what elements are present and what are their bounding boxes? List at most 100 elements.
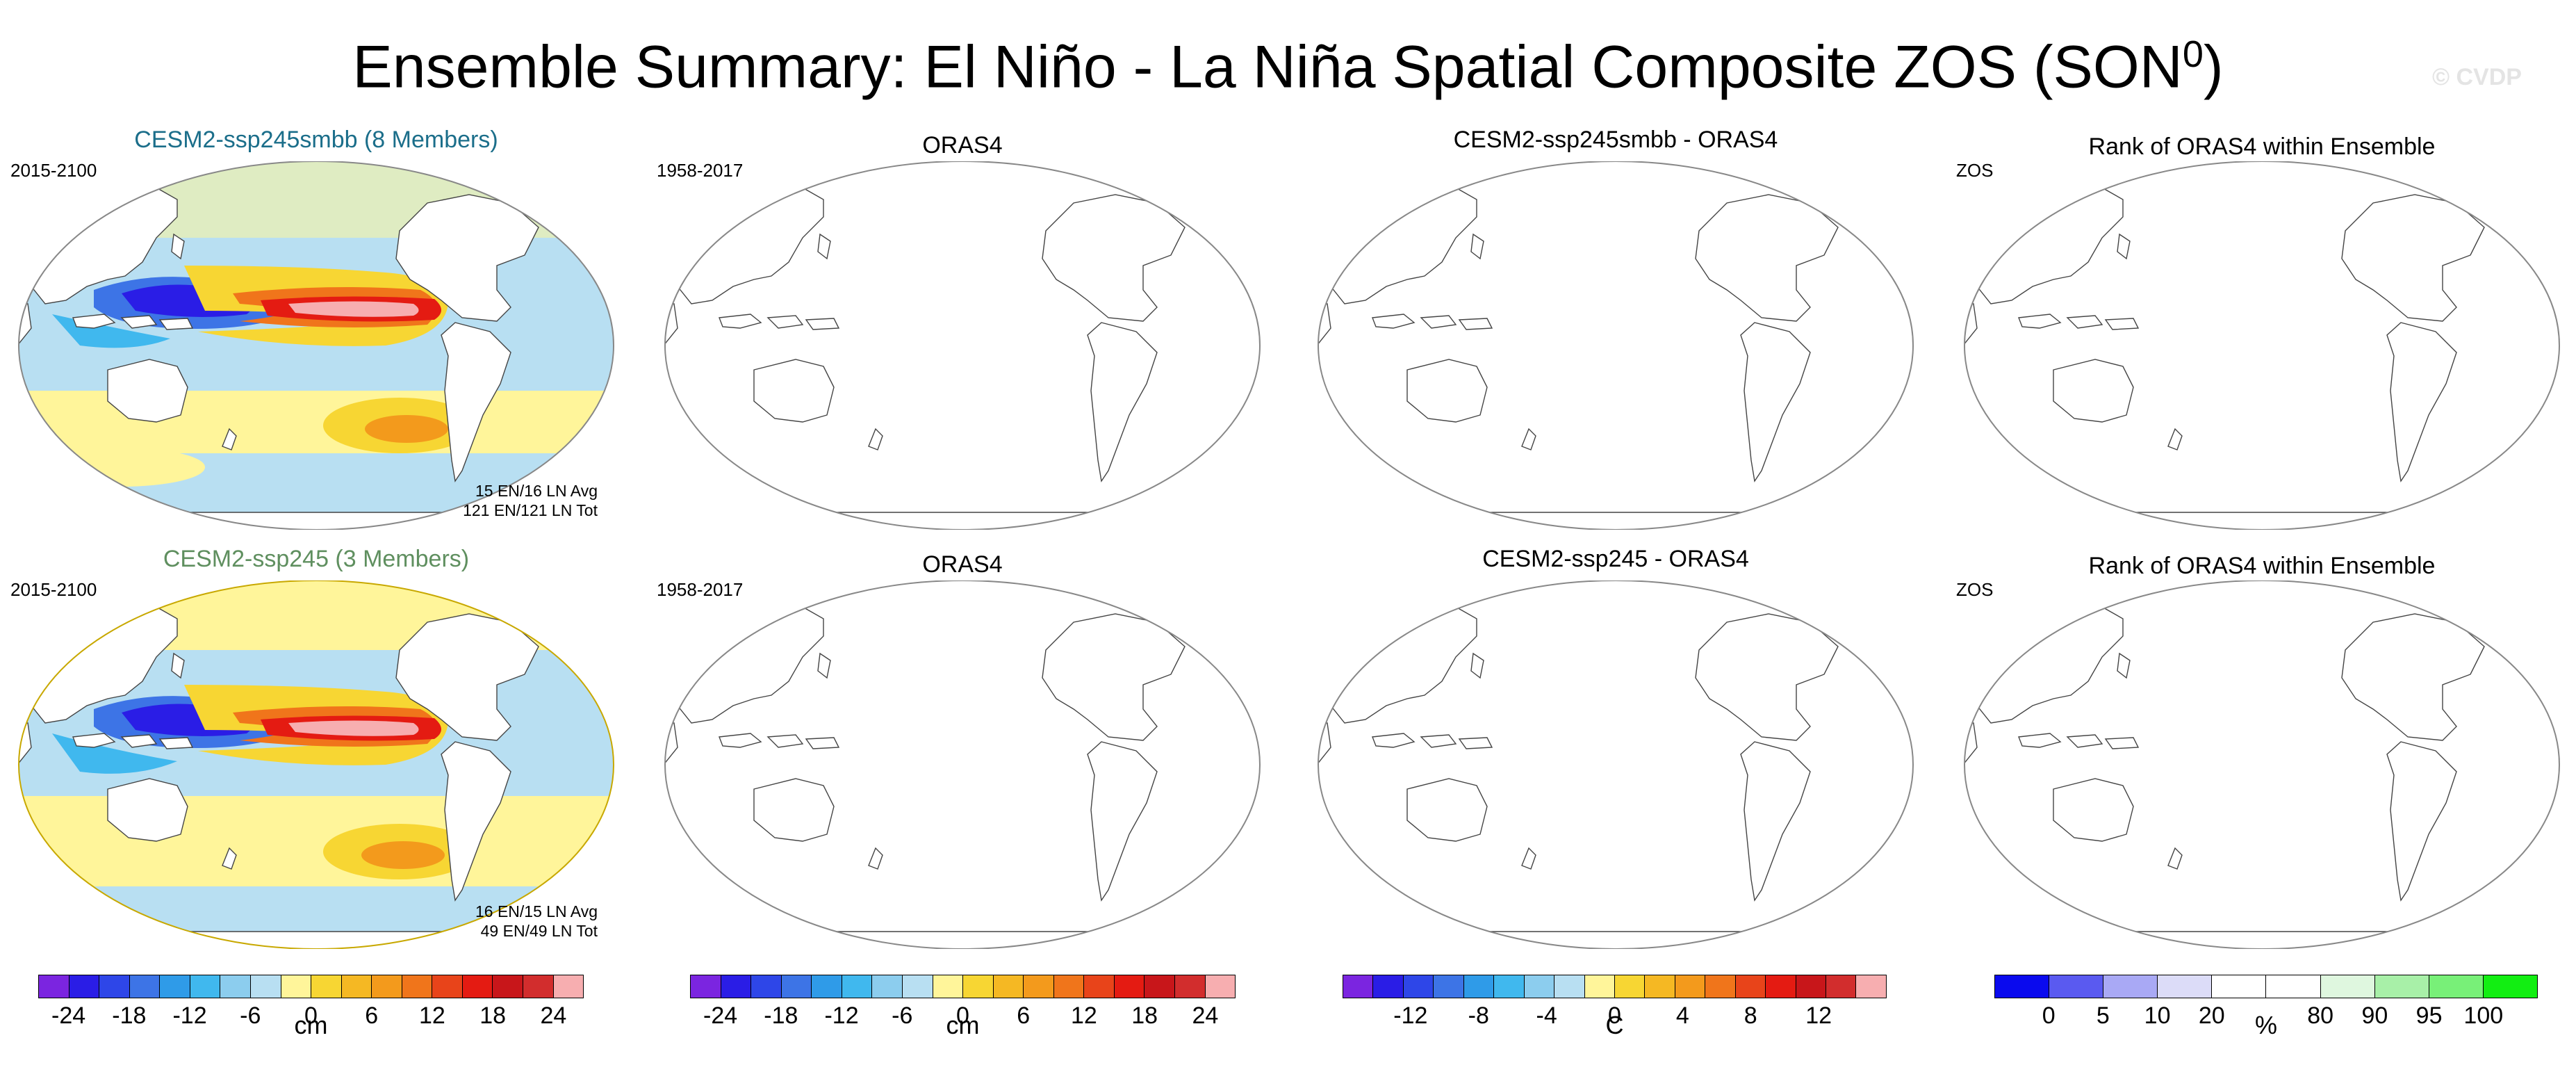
colorbar-tick-label: -4: [1536, 1002, 1557, 1029]
colorbar-swatch: [1524, 975, 1555, 998]
panel-title: CESM2-ssp245 (3 Members): [163, 546, 470, 572]
event-counts: 15 EN/16 LN Avg 121 EN/121 LN Tot: [463, 482, 598, 519]
colorbar-swatch: [39, 975, 69, 998]
colorbar-tick-label: 8: [1744, 1002, 1757, 1029]
colorbar-tick-label: 18: [479, 1002, 507, 1029]
variable-label: ZOS: [1956, 579, 1994, 600]
colorbar-tick-label: -6: [892, 1002, 913, 1029]
colorbar-swatch: [432, 975, 463, 998]
colorbar-swatch: [933, 975, 964, 998]
panel-title: Rank of ORAS4 within Ensemble: [2088, 553, 2436, 579]
colorbar-swatch: [1084, 975, 1115, 998]
colorbar-swatch: [993, 975, 1024, 998]
colorbar-swatch: [250, 975, 281, 998]
colorbar-tick-label: 24: [1192, 1002, 1219, 1029]
colorbar-swatch: [372, 975, 402, 998]
colorbar-unit: C: [1605, 1011, 1624, 1039]
panel-model-row2: CESM2-ssp245 (3 Members) 2015-2100 16 EN…: [10, 546, 622, 949]
panel-title: ORAS4: [922, 551, 1003, 578]
colorbar-tick-label: 0: [304, 1002, 318, 1029]
colorbar-swatch: [1403, 975, 1434, 998]
colorbar-ticks: 0 5 10 20 80 90 95 100: [1994, 998, 2538, 1029]
colorbar-swatch: [553, 975, 584, 998]
colorbar-swatch: [402, 975, 433, 998]
colorbar-tick-label: 0: [2042, 1002, 2056, 1029]
colorbar-swatch: [462, 975, 493, 998]
colorbar-swatch: [311, 975, 342, 998]
colorbar-swatch: [1766, 975, 1796, 998]
colorbar-swatch: [1494, 975, 1525, 998]
colorbar-swatch: [523, 975, 554, 998]
colorbar-swatch: [963, 975, 994, 998]
colorbar-tick-label: 6: [365, 1002, 379, 1029]
colorbar-swatch: [2266, 975, 2321, 998]
colorbar-ticks: -12 -8 -4 0 4 8 12: [1343, 998, 1887, 1029]
event-counts: 16 EN/15 LN Avg 49 EN/49 LN Tot: [475, 902, 598, 940]
colorbar-tick-label: 0: [1608, 1002, 1621, 1029]
colorbar-swatch: [1614, 975, 1646, 998]
colorbar-swatch: [1856, 975, 1886, 998]
colorbar-unit: cm: [294, 1011, 328, 1039]
colorbar-tick-label: -8: [1468, 1002, 1489, 1029]
colorbar-tick-label: 10: [2144, 1002, 2171, 1029]
colorbar-tick-label: -24: [51, 1002, 86, 1029]
colorbar-tick-label: 24: [540, 1002, 567, 1029]
colorbar-swatch: [721, 975, 752, 998]
colorbar-swatch: [1796, 975, 1826, 998]
colorbar-swatch: [69, 975, 100, 998]
colorbar-swatch: [2212, 975, 2267, 998]
colorbar-ticks: -24 -18 -12 -6 0 6 12 18 24: [690, 998, 1236, 1029]
colorbar-swatch: [2374, 975, 2429, 998]
colorbar-swatch: [1114, 975, 1145, 998]
colorbar-tick-label: 12: [1805, 1002, 1832, 1029]
watermark: © CVDP: [2432, 64, 2522, 90]
colorbar-swatch: [2483, 975, 2537, 998]
colorbar-swatch: [2158, 975, 2213, 998]
colorbar-swatch: [1826, 975, 1857, 998]
colorbar-swatch: [1343, 975, 1374, 998]
colorbar-swatch: [751, 975, 782, 998]
panel-title: CESM2-ssp245smbb - ORAS4: [1453, 127, 1778, 153]
colorbar-swatch: [160, 975, 190, 998]
colorbar-swatch: [493, 975, 523, 998]
colorbar-tick-label: 20: [2198, 1002, 2225, 1029]
colorbar-swatch: [220, 975, 251, 998]
colorbar-swatch: [1175, 975, 1206, 998]
period-label: 2015-2100: [10, 160, 97, 181]
rank-map: [1964, 580, 2560, 949]
panel-diff-row1: CESM2-ssp245smbb - ORAS4: [1310, 127, 1921, 530]
colorbar-tick-label: 80: [2307, 1002, 2334, 1029]
obs-map: [664, 161, 1261, 530]
colorbar-swatch: [1995, 975, 2050, 998]
period-label: 2015-2100: [10, 579, 97, 600]
zos-composite-map: [18, 580, 614, 949]
colorbar-tick-label: -18: [764, 1002, 798, 1029]
colorbar-tick-label: -12: [172, 1002, 207, 1029]
colorbar-swatch: [902, 975, 933, 998]
colorbar-diff: -12 -8 -4 0 4 8 12 C: [1343, 975, 1887, 1039]
colorbar-tick-label: 12: [419, 1002, 445, 1029]
colorbar-swatch: [1053, 975, 1085, 998]
colorbar-swatch: [1554, 975, 1585, 998]
colorbar-unit: %: [2254, 1011, 2277, 1039]
colorbar-swatches: [1994, 975, 2538, 998]
colorbar-tick-label: -18: [112, 1002, 147, 1029]
colorbar-model: -24 -18 -12 -6 0 6 12 18 24 cm: [38, 975, 584, 1039]
colorbar-tick-label: 5: [2096, 1002, 2110, 1029]
panel-title: Rank of ORAS4 within Ensemble: [2088, 133, 2436, 160]
colorbar-swatch: [190, 975, 221, 998]
colorbar-swatch: [2103, 975, 2158, 998]
colorbar-swatch: [2429, 975, 2484, 998]
difference-map: [1318, 580, 1914, 949]
colorbar-tick-label: 100: [2463, 1002, 2504, 1029]
colorbar-tick-label: 18: [1131, 1002, 1158, 1029]
colorbar-swatch: [1463, 975, 1495, 998]
colorbar-swatch: [341, 975, 372, 998]
colorbar-tick-label: 6: [1017, 1002, 1031, 1029]
colorbar-swatch: [1645, 975, 1675, 998]
colorbar-obs: -24 -18 -12 -6 0 6 12 18 24 cm: [690, 975, 1236, 1039]
colorbar-tick-label: 12: [1071, 1002, 1097, 1029]
panel-obs-row1: ORAS4 1958-2017: [657, 127, 1268, 530]
difference-map: [1318, 161, 1914, 530]
colorbar-tick-label: -12: [1393, 1002, 1428, 1029]
